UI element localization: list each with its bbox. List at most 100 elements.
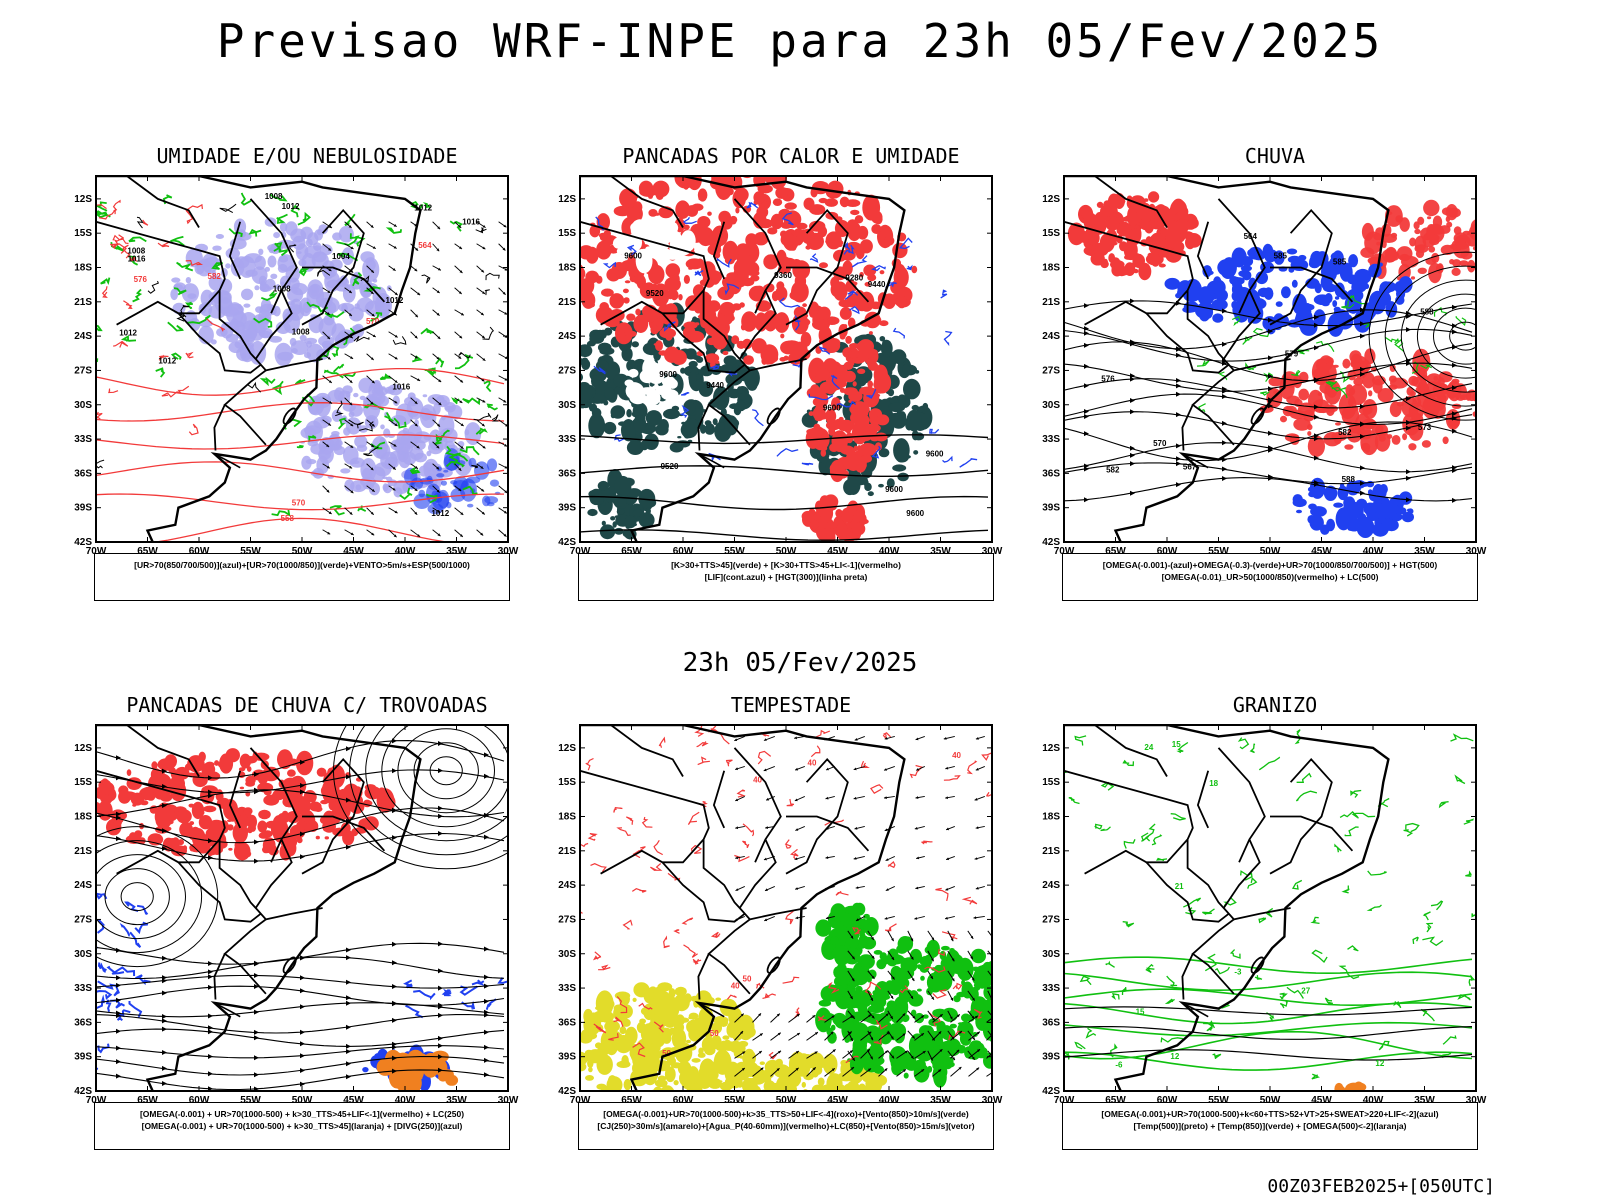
caption-line: [LIF](cont.azul) + [HGT(300)](linha pret… <box>704 572 868 582</box>
contour-label: 1012 <box>414 203 432 212</box>
contour-label: 50 <box>662 1049 671 1058</box>
panel-pancadas-calor: PANCADAS POR CALOR E UMIDADE 9600 9600 960… <box>546 144 1036 616</box>
lon-label: 55W <box>1208 1095 1229 1106</box>
map-frame <box>1063 724 1477 1092</box>
contour-label: 9280 <box>845 274 863 283</box>
map-figure: 4050405040504012S15S18S21S24S27S30S33S36… <box>558 724 1003 1106</box>
contour-label: 1016 <box>462 217 480 226</box>
contour-label: 9440 <box>868 280 886 289</box>
lon-label: 40W <box>879 546 900 557</box>
caption-line: [OMEGA(-0.01)_UR>50(1000/850)(vermelho) … <box>1161 572 1379 582</box>
lon-label: 45W <box>343 1095 364 1106</box>
panel-title: TEMPESTADE <box>730 693 852 717</box>
lat-label: 27S <box>1042 914 1060 925</box>
lat-label: 27S <box>1042 365 1060 376</box>
contour-label: 9600 <box>659 370 677 379</box>
lon-label: 60W <box>1157 1095 1178 1106</box>
lat-label: 12S <box>558 194 576 205</box>
caption-line: [Temp(500)](preto) + [Temp(850)](verde) … <box>1133 1121 1407 1131</box>
lon-label: 70W <box>570 546 591 557</box>
contour-label: 573 <box>1418 423 1432 432</box>
map-figure: 585 585 582 582 579 576 573 570 567 564 588 588 12S 1… <box>1042 175 1487 557</box>
contour-label: 24 <box>1144 743 1153 752</box>
contour-label: 576 <box>134 275 148 284</box>
lon-label: 70W <box>86 546 107 557</box>
contour-label: 9600 <box>823 403 841 412</box>
contour-label: 9360 <box>774 271 792 280</box>
lon-label: 60W <box>1157 546 1178 557</box>
lon-label: 55W <box>240 546 261 557</box>
lat-label: 36S <box>558 468 576 479</box>
panel-caption: [OMEGA(-0.001)+UR>70(1000-500)+k>35_TTS>… <box>578 1102 994 1150</box>
lat-label: 36S <box>74 1017 92 1028</box>
lat-label: 42S <box>558 537 576 548</box>
contour-label: 1004 <box>332 252 350 261</box>
lon-label: 65W <box>1105 1095 1126 1106</box>
lat-label: 12S <box>74 194 92 205</box>
lon-label: 55W <box>724 546 745 557</box>
lon-label: 30W <box>1466 1095 1487 1106</box>
contour-label: 564 <box>1244 232 1258 241</box>
lon-label: 40W <box>879 1095 900 1106</box>
lat-label: 15S <box>1042 777 1060 788</box>
lat-label: 33S <box>74 434 92 445</box>
lon-label: 65W <box>621 546 642 557</box>
lat-label: 18S <box>558 812 576 823</box>
map-figure: 9600 9600 9600 9600 9600 9520 9520 9440 9440 9360… <box>558 175 1003 557</box>
lat-label: 21S <box>74 846 92 857</box>
panel-granizo: GRANIZO 27 24 21 18 15 12 -3 -6 12 15 12S 15S 18S 21S… <box>1030 693 1520 1165</box>
lat-label: 24S <box>74 331 92 342</box>
lat-label: 24S <box>1042 880 1060 891</box>
lon-label: 50W <box>776 1095 797 1106</box>
panel-caption: [OMEGA(-0.001)-(azul)+OMEGA(-0.3)-(verde… <box>1062 553 1478 601</box>
lon-label: 35W <box>930 1095 951 1106</box>
caption-line: [OMEGA(-0.001) + UR>70(1000-500) + k>30_… <box>139 1109 465 1119</box>
lat-label: 30S <box>1042 400 1060 411</box>
lat-label: 12S <box>74 743 92 754</box>
lon-label: 70W <box>1054 546 1075 557</box>
lat-label: 39S <box>558 503 576 514</box>
lat-label: 39S <box>74 1052 92 1063</box>
contour-label: 567 <box>1183 462 1197 471</box>
lat-label: 27S <box>558 365 576 376</box>
lon-label: 45W <box>827 546 848 557</box>
lon-label: 40W <box>1363 1095 1384 1106</box>
caption-line: [K>30+TTS>45](verde) + [K>30+TTS>45+LI<-… <box>671 560 901 570</box>
lat-label: 18S <box>74 263 92 274</box>
map-frame <box>579 175 993 543</box>
contour-label: 9600 <box>624 252 642 261</box>
lon-label: 35W <box>1414 1095 1435 1106</box>
lat-label: 12S <box>558 743 576 754</box>
lat-label: 24S <box>74 880 92 891</box>
lat-label: 18S <box>558 263 576 274</box>
contour-label: 588 <box>1420 308 1434 317</box>
contour-label: 15 <box>1136 1008 1145 1017</box>
contour-label: 12 <box>1170 1052 1179 1061</box>
panel-title: GRANIZO <box>1232 693 1318 717</box>
lat-label: 12S <box>1042 743 1060 754</box>
contour-label: 558 <box>281 514 295 523</box>
contour-label: 9440 <box>706 381 724 390</box>
panel-title: PANCADAS DE CHUVA C/ TROVOADAS <box>126 693 488 717</box>
lon-label: 55W <box>724 1095 745 1106</box>
contour-label: 1012 <box>431 509 449 518</box>
lat-label: 42S <box>1042 1086 1060 1097</box>
contour-label: 40 <box>731 981 740 990</box>
lat-label: 39S <box>74 503 92 514</box>
contour-label: 27 <box>1301 986 1310 995</box>
lon-label: 65W <box>1105 546 1126 557</box>
lon-label: 35W <box>930 546 951 557</box>
lat-label: 18S <box>1042 263 1060 274</box>
lat-label: 21S <box>558 846 576 857</box>
lon-label: 65W <box>621 1095 642 1106</box>
contour-label: 1008 <box>265 192 283 201</box>
lat-label: 39S <box>558 1052 576 1063</box>
lon-label: 35W <box>1414 546 1435 557</box>
lon-label: 70W <box>86 1095 107 1106</box>
lon-label: 50W <box>292 546 313 557</box>
lon-label: 45W <box>827 1095 848 1106</box>
lat-label: 39S <box>1042 1052 1060 1063</box>
contour-label: 1012 <box>282 202 300 211</box>
contour-label: 1016 <box>392 382 410 391</box>
lat-label: 15S <box>558 228 576 239</box>
